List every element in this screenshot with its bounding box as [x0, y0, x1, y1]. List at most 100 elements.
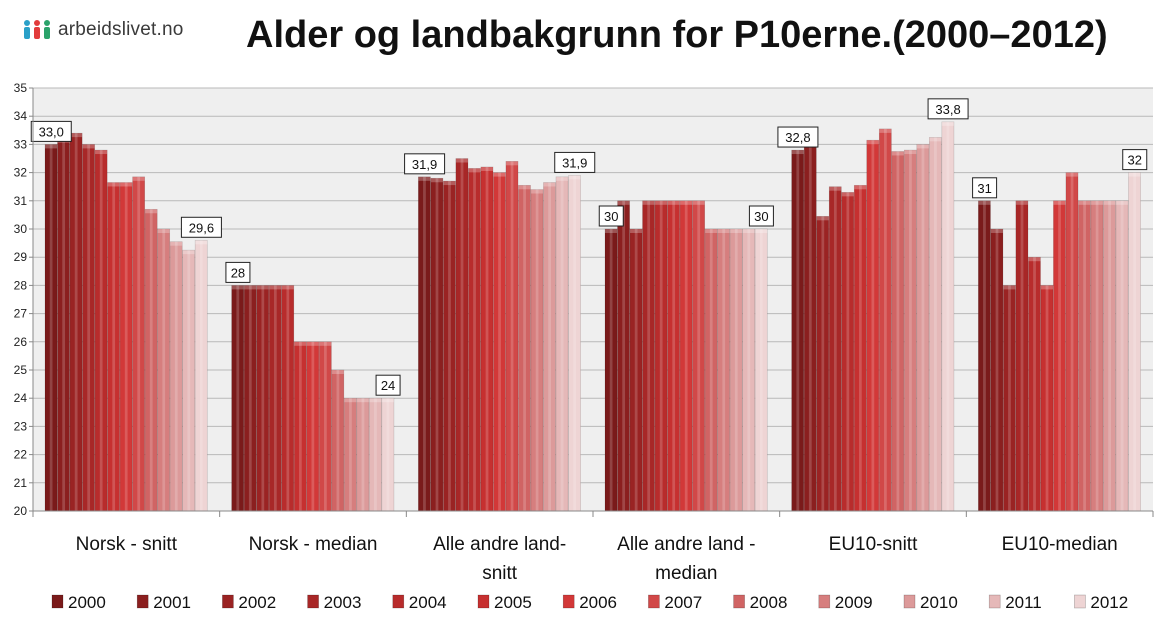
bar-cap: [916, 144, 929, 149]
legend-label: 2009: [835, 593, 873, 612]
bar-cap: [356, 398, 369, 403]
bar-cap: [1003, 285, 1016, 290]
bar-highlight: [423, 176, 426, 511]
y-tick-label: 20: [14, 504, 28, 518]
chart-title: Alder og landbakgrunn for P10erne.(2000–…: [246, 14, 1108, 56]
bar-cap: [891, 151, 904, 156]
bar-cap: [195, 240, 208, 245]
bar-highlight: [548, 182, 551, 511]
bar-highlight: [374, 398, 377, 511]
x-tick-label: Norsk - snitt: [76, 534, 178, 555]
bar-cap: [244, 285, 257, 290]
bar-highlight: [946, 121, 950, 511]
legend-label: 2012: [1090, 593, 1128, 612]
x-tick-label: Alle andre land-: [433, 534, 566, 555]
data-label: 24: [381, 378, 395, 393]
legend-swatch-2006: [562, 594, 575, 609]
data-label-box: [748, 205, 774, 227]
bar-highlight: [896, 151, 900, 511]
legend-label: 2010: [920, 593, 958, 612]
bar-cap: [1128, 172, 1141, 177]
y-tick-label: 35: [14, 81, 28, 95]
x-tick-label: EU10-snitt: [829, 534, 918, 555]
bar-highlight: [858, 185, 862, 512]
bar-highlight: [435, 178, 439, 512]
bar-highlight: [1070, 172, 1074, 511]
data-label-box: [1122, 149, 1148, 171]
bar-highlight: [174, 241, 178, 511]
bar-cap: [120, 182, 133, 187]
bar-cap: [816, 216, 829, 221]
legend-swatch-2009: [818, 594, 831, 609]
bar-cap: [655, 200, 668, 205]
bar-cap: [1078, 200, 1091, 205]
bar-highlight: [137, 176, 141, 511]
bar-cap: [755, 229, 768, 233]
bar-highlight: [833, 186, 837, 511]
bar-highlight: [261, 285, 265, 511]
y-tick-label: 25: [14, 363, 28, 377]
bar-highlight: [99, 150, 103, 512]
brand-logo[interactable]: arbeidslivet.no: [22, 16, 184, 44]
bar-highlight: [808, 135, 812, 511]
data-label-box: [927, 98, 969, 120]
data-label: 28: [231, 265, 245, 280]
legend-label: 2011: [1005, 593, 1042, 612]
legend-swatch-2005: [477, 594, 490, 609]
bar-highlight: [248, 285, 252, 511]
bar-highlight: [124, 182, 128, 511]
bar-cap: [617, 200, 630, 205]
bar-cap: [381, 398, 394, 403]
bar-highlight: [273, 285, 277, 511]
bar-highlight: [921, 144, 925, 511]
bar-cap: [1115, 200, 1129, 205]
legend-label: 2002: [238, 593, 276, 612]
bar-highlight: [286, 285, 290, 511]
data-label: 31,9: [562, 155, 587, 170]
bar-cap: [829, 186, 842, 191]
bar-highlight: [884, 128, 887, 511]
bar-cap: [568, 175, 581, 180]
bar-cap: [418, 176, 431, 181]
people-icon: [24, 20, 50, 39]
bar-highlight: [821, 216, 825, 511]
data-label-box: [598, 205, 624, 227]
bar-highlight: [535, 189, 539, 511]
bar-highlight: [1133, 172, 1136, 511]
bar-highlight: [460, 158, 464, 511]
bar-highlight: [722, 229, 726, 511]
y-tick-label: 30: [14, 222, 28, 236]
x-tick-label: snitt: [482, 563, 518, 584]
bar-cap: [1065, 172, 1079, 177]
bar-cap: [941, 121, 954, 126]
bar-highlight: [1120, 200, 1124, 512]
bar-highlight: [672, 200, 676, 512]
bar-cap: [841, 192, 854, 197]
data-label-box: [404, 153, 446, 175]
brand-name: arbeidslivet.no: [58, 19, 184, 40]
data-label: 32: [1128, 153, 1142, 168]
data-label: 33,8: [935, 102, 960, 117]
data-label-box: [554, 151, 596, 173]
bar-highlight: [634, 229, 638, 511]
bar-highlight: [1058, 200, 1061, 512]
bar-highlight: [199, 240, 203, 511]
bar-cap: [530, 189, 544, 194]
x-tick-label: Alle andre land -: [617, 534, 755, 555]
bar-highlight: [934, 137, 937, 511]
bar-cap: [369, 398, 382, 403]
bar-cap: [642, 200, 655, 205]
bar-highlight: [647, 200, 651, 512]
data-label-box: [180, 216, 222, 238]
bar-cap: [306, 341, 319, 346]
data-label: 31,9: [412, 157, 437, 172]
bar-highlight: [1033, 257, 1036, 511]
legend-swatch-2002: [222, 594, 234, 609]
bar-cap: [170, 241, 183, 246]
data-label-box: [225, 261, 251, 283]
bar-cap: [107, 182, 120, 187]
bar-highlight: [361, 398, 365, 511]
legend-label: 2005: [494, 593, 532, 612]
bar-cap: [132, 176, 145, 181]
